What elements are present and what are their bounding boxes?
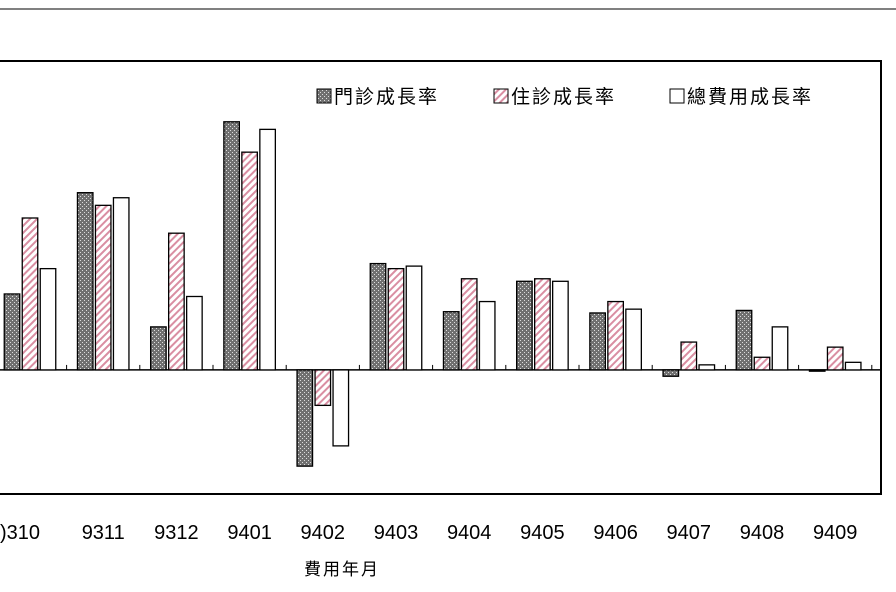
bar-total-9311 (112, 197, 130, 371)
legend-label-inpatient: 住診成長率 (511, 86, 616, 108)
x-tick-labels: )310 9311 9312 9401 9402 9403 9404 9405 9406 9407… (0, 522, 857, 544)
bar-inpatient-9311 (94, 204, 112, 371)
bar-inpatient-9405 (534, 278, 551, 371)
plot-frame (0, 60, 882, 495)
bar-inpatient-9310 (21, 217, 39, 371)
x-tick-label-9403: 9403 (374, 522, 419, 544)
bar-inpatient-9407 (680, 341, 698, 371)
bar-inpatient-9409 (826, 346, 844, 371)
bar-total-9404 (478, 300, 496, 371)
bar-outpatient-9409 (808, 369, 826, 372)
x-tick-label-9310: )310 (0, 522, 40, 544)
bar-inpatient-9403 (387, 267, 405, 371)
x-tick-label-9401: 9401 (227, 522, 272, 544)
legend: 門診成長率 住診成長率 總費用成長率 (316, 86, 813, 108)
bar-inpatient-9312 (167, 232, 185, 371)
bar-inpatient-9408 (753, 356, 771, 371)
bar-outpatient-9406 (589, 312, 606, 371)
x-tick-label-9311: 9311 (82, 522, 125, 544)
bar-total-9408 (771, 326, 789, 371)
bar-outpatient-9401 (223, 121, 241, 371)
bar-total-9407 (698, 364, 716, 371)
x-tick-label-9406: 9406 (593, 522, 638, 544)
bar-total-9405 (552, 280, 569, 371)
bar-outpatient-9310 (3, 293, 21, 371)
bar-outpatient-9403 (369, 262, 387, 371)
x-axis-title: 費用年月 (304, 560, 380, 580)
bar-outpatient-9405 (516, 280, 533, 371)
bar-outpatient-9311 (76, 192, 94, 371)
bar-inpatient-9401 (241, 151, 259, 371)
x-tick-label-9404: 9404 (447, 522, 492, 544)
axis-ticks (66, 364, 873, 370)
bar-inpatient-9406 (607, 300, 624, 371)
x-tick-label-9402: 9402 (301, 522, 346, 544)
bar-total-9402 (332, 369, 350, 447)
x-tick-label-9312: 9312 (154, 522, 199, 544)
legend-swatch-outpatient (316, 88, 332, 104)
legend-label-total: 總費用成長率 (687, 86, 813, 108)
bars (3, 121, 862, 467)
bar-total-9401 (259, 128, 277, 371)
x-tick-label-9408: 9408 (740, 522, 785, 544)
bar-total-9312 (185, 295, 203, 371)
bar-inpatient-9404 (460, 278, 478, 371)
legend-label-outpatient: 門診成長率 (334, 86, 439, 108)
bar-outpatient-9408 (735, 309, 753, 371)
bar-outpatient-9404 (442, 311, 460, 371)
x-tick-label-9409: 9409 (813, 522, 858, 544)
bar-total-9403 (405, 265, 423, 371)
bar-inpatient-9402 (314, 369, 332, 407)
bar-outpatient-9312 (149, 326, 167, 371)
bar-total-9406 (625, 308, 642, 371)
x-tick-label-9405: 9405 (520, 522, 565, 544)
x-tick-label-9407: 9407 (667, 522, 712, 544)
legend-swatch-inpatient (493, 88, 509, 104)
bar-outpatient-9407 (662, 369, 680, 377)
bar-total-9409 (844, 361, 862, 371)
legend-swatch-total (669, 88, 685, 104)
bar-total-9310 (39, 267, 57, 371)
bar-outpatient-9402 (296, 369, 314, 467)
